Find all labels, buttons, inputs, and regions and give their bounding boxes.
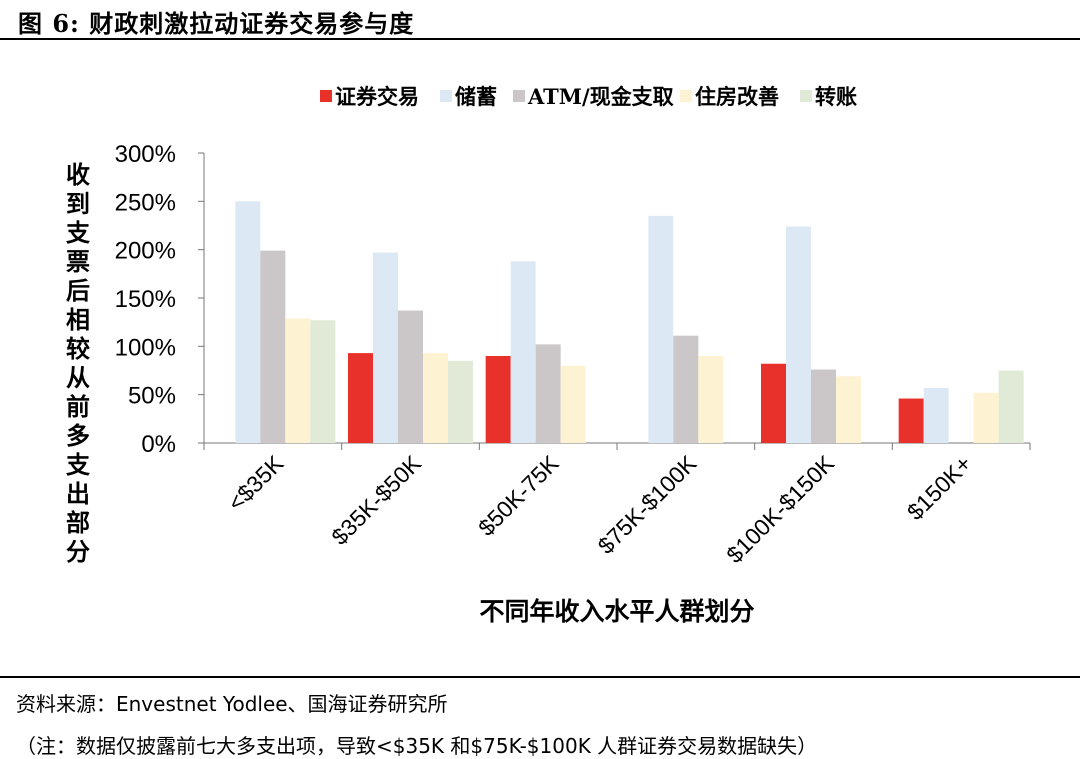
bar xyxy=(898,398,924,443)
bar xyxy=(973,392,999,443)
bar xyxy=(485,356,511,443)
top-rule xyxy=(0,38,1080,40)
legend-swatch xyxy=(800,90,812,102)
y-axis-label: 收到支票后相较从前多支出部分 xyxy=(66,160,90,566)
legend-label: 住房改善 xyxy=(695,84,779,109)
bar xyxy=(811,369,836,443)
bar xyxy=(235,201,261,443)
bar xyxy=(560,365,586,443)
legend-swatch xyxy=(513,90,525,102)
legend-swatch xyxy=(320,90,332,102)
legend-swatch xyxy=(440,90,452,102)
x-tick-label: $150K+ xyxy=(902,450,977,525)
y-tick-label: 150% xyxy=(115,286,176,313)
legend-label: 储蓄 xyxy=(455,84,497,109)
bar xyxy=(998,370,1024,443)
bottom-rule xyxy=(0,676,1080,678)
bar xyxy=(510,261,536,443)
bar xyxy=(310,320,336,443)
legend-swatch xyxy=(680,90,692,102)
bar xyxy=(260,250,286,443)
x-tick-label: $50K-75K xyxy=(473,450,564,541)
legend-label: ATM/现金支取 xyxy=(527,84,674,109)
bar xyxy=(923,387,949,443)
y-tick-label: 300% xyxy=(115,141,176,168)
legend-label: 证券交易 xyxy=(335,84,419,109)
y-tick-label: 200% xyxy=(115,238,176,265)
bar xyxy=(285,318,311,443)
legend-label: 转账 xyxy=(815,84,857,109)
bar xyxy=(398,310,423,443)
bar xyxy=(423,353,448,443)
y-tick-label: 100% xyxy=(115,334,176,361)
bar xyxy=(348,353,373,443)
bar xyxy=(761,363,786,443)
figure-title: 图 6: 财政刺激拉动证券交易参与度 xyxy=(18,9,415,38)
bar xyxy=(373,252,398,443)
source-text: 资料来源：Envestnet Yodlee、国海证券研究所 xyxy=(16,692,448,716)
x-tick-label: $75K-$100K xyxy=(593,450,702,559)
y-tick-label: 250% xyxy=(115,189,176,216)
x-tick-label: $35K-$50K xyxy=(326,450,426,550)
bar xyxy=(673,335,699,443)
bar xyxy=(535,344,561,443)
bar-chart: 0% 50% 100% 150% 200% 250% 300% <$35K $35K-$50K $… xyxy=(115,84,1031,626)
y-tick-label: 0% xyxy=(141,431,176,458)
bar xyxy=(648,215,674,443)
y-tick-label: 50% xyxy=(128,383,176,410)
bar xyxy=(786,226,811,443)
bar xyxy=(698,356,724,443)
x-tick-label: $100K-$150K xyxy=(721,450,839,568)
note-text: （注：数据仅披露前七大多支出项，导致<$35K 和$75K-$100K 人群证券… xyxy=(16,734,818,758)
bar xyxy=(448,360,473,443)
x-axis-title: 不同年收入水平人群划分 xyxy=(479,597,754,626)
x-tick-label: <$35K xyxy=(222,450,288,516)
bar xyxy=(836,376,861,443)
